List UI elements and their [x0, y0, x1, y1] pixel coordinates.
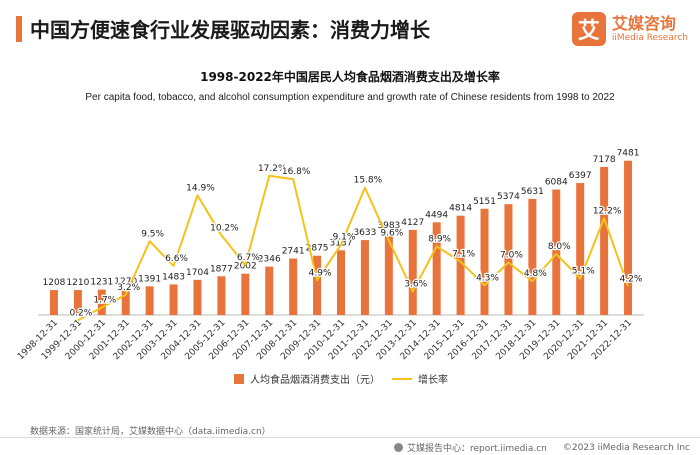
bar-value-label: 4814	[449, 204, 472, 214]
footer-report[interactable]: 艾媒报告中心：report.iimedia.cn	[406, 444, 547, 454]
growth-rate-label: 8.0%	[548, 242, 571, 252]
bar	[600, 166, 609, 315]
growth-rate-label: 4.9%	[309, 268, 332, 278]
bar-value-label: 6084	[545, 178, 568, 188]
footer: 艾媒报告中心：report.iimedia.cn ©2023 iiMedia R…	[393, 441, 690, 454]
bar	[480, 208, 489, 315]
bar	[408, 229, 417, 315]
bar	[145, 286, 154, 315]
report-center-icon	[393, 443, 403, 452]
bar-value-label: 5631	[521, 187, 544, 197]
bar	[576, 183, 585, 315]
bar-value-label: 2875	[306, 244, 329, 254]
bar	[73, 290, 82, 315]
bar	[624, 160, 633, 315]
title-accent-bar	[16, 16, 22, 42]
growth-rate-label: 15.8%	[354, 176, 383, 186]
page-title: 中国方便速食行业发展驱动因素：消费力增长	[30, 18, 430, 42]
bar	[289, 258, 298, 315]
bar	[384, 232, 393, 315]
bar	[360, 240, 369, 315]
bar	[432, 222, 441, 315]
growth-rate-label: 12.2%	[593, 206, 622, 216]
growth-rate-label: 6.7%	[237, 253, 260, 263]
bar-value-label: 3633	[353, 228, 376, 238]
chart-subtitle: Per capita food, tobacco, and alcohol co…	[85, 92, 615, 103]
bar	[337, 250, 345, 315]
bar	[456, 215, 465, 315]
bar-value-label: 1270	[114, 277, 137, 287]
legend-bar-label: 人均食品烟酒消费支出（元）	[250, 373, 380, 386]
data-source: 数据来源：国家统计局，艾媒数据中心（data.iimedia.cn）	[30, 427, 271, 437]
bar	[504, 204, 513, 315]
bar-value-label: 1483	[162, 272, 185, 282]
logo-mark-icon: 艾	[571, 12, 606, 46]
bar-value-label: 5374	[497, 192, 520, 202]
footer-divider	[0, 437, 700, 438]
bar-value-label: 4127	[401, 218, 424, 228]
growth-rate-label: 5.1%	[572, 267, 595, 277]
bar	[241, 273, 250, 315]
bar-value-label: 1231	[90, 278, 113, 288]
bar-value-label: 6397	[569, 171, 592, 181]
bar-value-label: 1704	[186, 268, 209, 278]
growth-rate-label: 3.2%	[117, 283, 140, 293]
growth-rate-label: 6.6%	[165, 254, 188, 264]
footer-copyright: ©2023 iiMedia Research Inc	[562, 442, 690, 453]
bar-value-label: 4494	[425, 210, 448, 220]
growth-rate-label: 1.7%	[93, 296, 116, 306]
growth-rate-label: 9.1%	[333, 233, 356, 243]
bar-value-label: 3983	[377, 221, 400, 231]
growth-rate-label: 0.2%	[69, 308, 92, 318]
chart-title: 1998-2022年中国居民人均食品烟酒消费支出及增长率	[200, 70, 500, 84]
bar-value-label: 5151	[473, 197, 496, 207]
bar	[552, 189, 561, 315]
bar-value-label: 7481	[617, 149, 640, 159]
bar	[97, 289, 106, 315]
brand-logo: 艾 艾媒咨询 iiMedia Research	[571, 12, 688, 46]
growth-rate-label: 4.3%	[476, 273, 499, 283]
bar-value-label: 1210	[66, 278, 89, 288]
bar-value-label: 1877	[210, 264, 233, 274]
growth-rate-label: 4.2%	[620, 274, 643, 284]
growth-rate-label: 17.2%	[258, 164, 287, 174]
growth-rate-label: 8.9%	[428, 234, 451, 244]
bar	[169, 284, 178, 315]
logo-en: iiMedia Research	[611, 33, 688, 44]
bar-value-label: 2002	[234, 262, 257, 272]
growth-rate-label: 10.2%	[210, 223, 239, 233]
bar-value-label: 2741	[282, 246, 305, 256]
bar	[217, 276, 226, 315]
bar-value-label: 1391	[138, 274, 161, 284]
growth-rate-label: 7.0%	[500, 251, 523, 261]
growth-rate-label: 9.6%	[380, 228, 403, 238]
growth-rate-label: 14.9%	[186, 183, 215, 193]
bar	[313, 255, 322, 315]
legend-line-label: 增长率	[418, 373, 448, 386]
logo-cn: 艾媒咨询	[611, 13, 676, 33]
logo-text: 艾媒咨询 iiMedia Research	[611, 13, 688, 44]
growth-rate-label: 16.8%	[282, 167, 311, 177]
growth-line	[77, 174, 629, 322]
bar-value-label: 1208	[43, 278, 66, 288]
legend-bar-swatch	[234, 374, 244, 384]
bar	[121, 288, 130, 315]
bar	[49, 290, 58, 315]
bar	[193, 279, 202, 315]
growth-rate-label: 3.6%	[404, 279, 427, 289]
growth-rate-label: 9.5%	[141, 229, 164, 239]
bar	[265, 266, 274, 315]
bar-value-label: 7178	[593, 155, 616, 165]
growth-rate-label: 4.8%	[524, 269, 547, 279]
bar-value-label: 2346	[258, 255, 281, 265]
bar	[528, 198, 537, 315]
growth-rate-label: 7.1%	[452, 250, 475, 260]
chart-canvas: 1208 1210 1231 1270 1391 1483 1704 1877 20022346…	[16, 149, 644, 386]
